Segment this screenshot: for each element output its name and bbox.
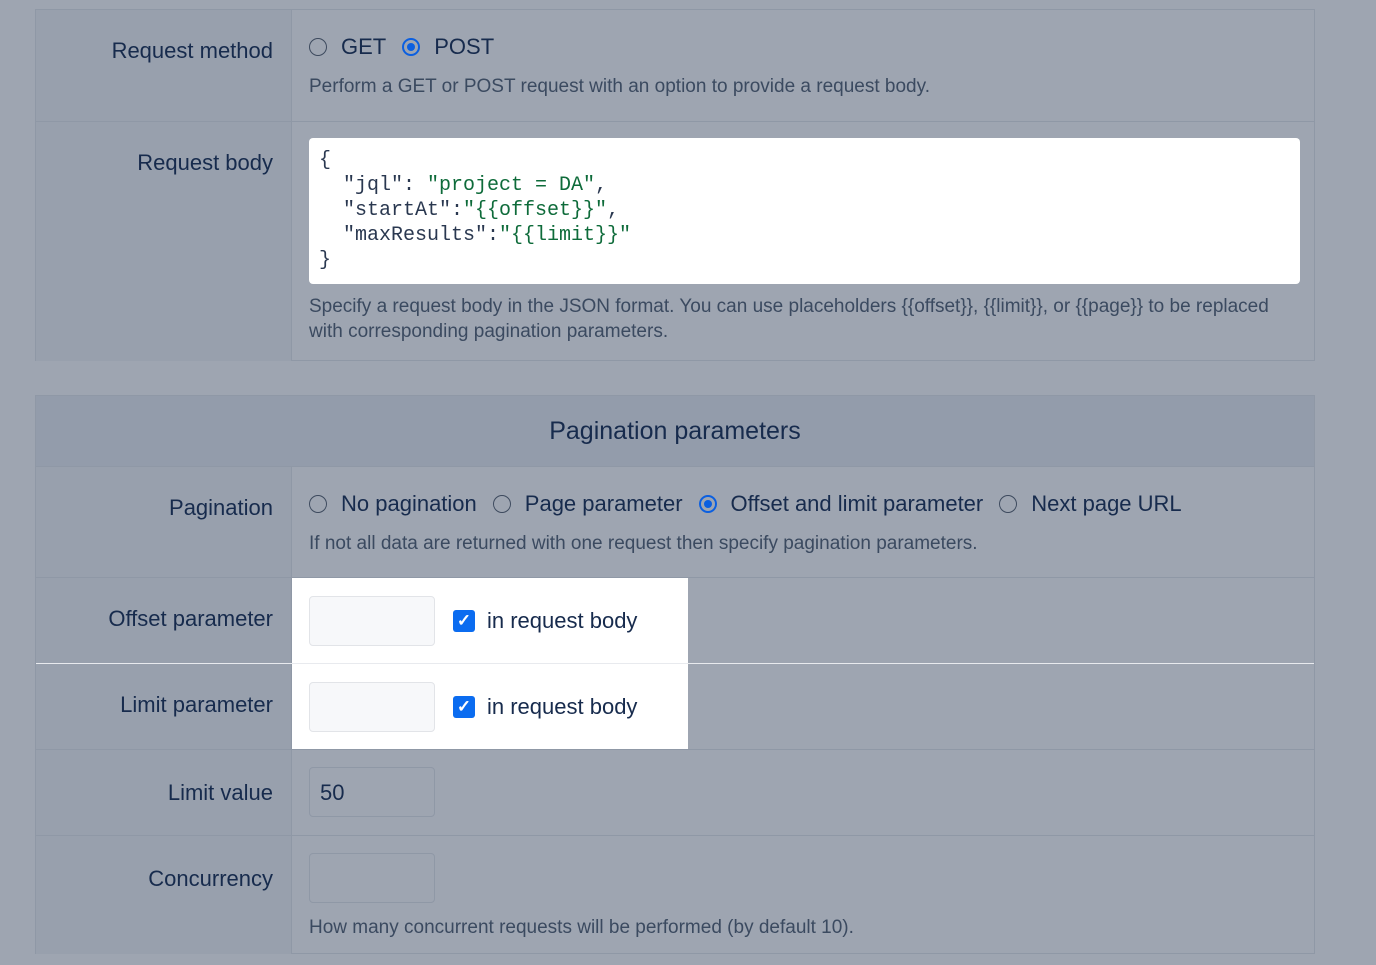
radio-no-pagination[interactable]: No pagination [309,491,477,517]
radio-selected-icon[interactable] [402,38,421,56]
limit-in-body-checkbox[interactable]: ✓ in request body [453,694,637,720]
request-body-label: Request body [36,122,292,361]
pagination-row: Pagination No pagination Page parameter … [36,466,1314,577]
radio-icon[interactable] [309,495,327,513]
radio-post[interactable]: POST [402,34,494,60]
radio-next-page-url[interactable]: Next page URL [999,491,1182,517]
offset-label: Offset parameter [36,578,292,663]
limit-value-input[interactable]: 50 [309,767,435,817]
limit-parameter-input[interactable] [309,681,435,732]
radio-label: Next page URL [1031,491,1182,516]
request-method-help: Perform a GET or POST request with an op… [309,76,930,97]
request-settings-table: Request method GET POST Perform a GET or… [35,9,1315,361]
radio-icon[interactable] [309,38,327,56]
pagination-help: If not all data are returned with one re… [309,533,978,554]
radio-icon[interactable] [492,495,511,513]
limit-value-row: Limit value 50 [36,749,1314,835]
radio-icon[interactable] [999,495,1018,513]
pagination-table: Pagination parameters Pagination No pagi… [35,395,1315,954]
radio-label: GET [341,34,387,59]
request-body-editor[interactable]: { "jql": "project = DA", "startAt":"{{of… [309,138,1300,284]
radio-label: Offset and limit parameter [730,491,984,516]
limit-row: Limit parameter ✓ in request body [36,663,1314,749]
checkbox-label: in request body [487,607,638,633]
limit-value-label: Limit value [36,750,292,835]
limit-label: Limit parameter [36,664,292,749]
checkbox-label: in request body [487,693,638,719]
radio-label: No pagination [341,491,477,516]
radio-get[interactable]: GET [309,34,386,60]
concurrency-row: Concurrency How many concurrent requests… [36,835,1314,954]
request-method-row: Request method GET POST Perform a GET or… [36,10,1314,121]
request-body-help: Specify a request body in the JSON forma… [309,296,1269,342]
concurrency-label: Concurrency [36,836,292,954]
radio-selected-icon[interactable] [698,495,717,513]
radio-page-parameter[interactable]: Page parameter [492,491,683,517]
offset-row: Offset parameter ✓ in request body [36,577,1314,663]
request-method-label: Request method [36,10,292,121]
checkmark-icon[interactable]: ✓ [453,609,475,632]
checkmark-icon[interactable]: ✓ [453,695,475,718]
section-title: Pagination parameters [36,396,1314,466]
radio-label: POST [434,34,495,59]
concurrency-help: How many concurrent requests will be per… [309,917,854,938]
concurrency-input[interactable] [309,853,435,903]
offset-parameter-input[interactable] [309,595,435,646]
radio-offset-limit[interactable]: Offset and limit parameter [698,491,984,517]
pagination-label: Pagination [36,467,292,577]
offset-in-body-checkbox[interactable]: ✓ in request body [453,608,637,634]
request-body-row: Request body { "jql": "project = DA", "s… [36,121,1314,361]
radio-label: Page parameter [524,491,683,516]
